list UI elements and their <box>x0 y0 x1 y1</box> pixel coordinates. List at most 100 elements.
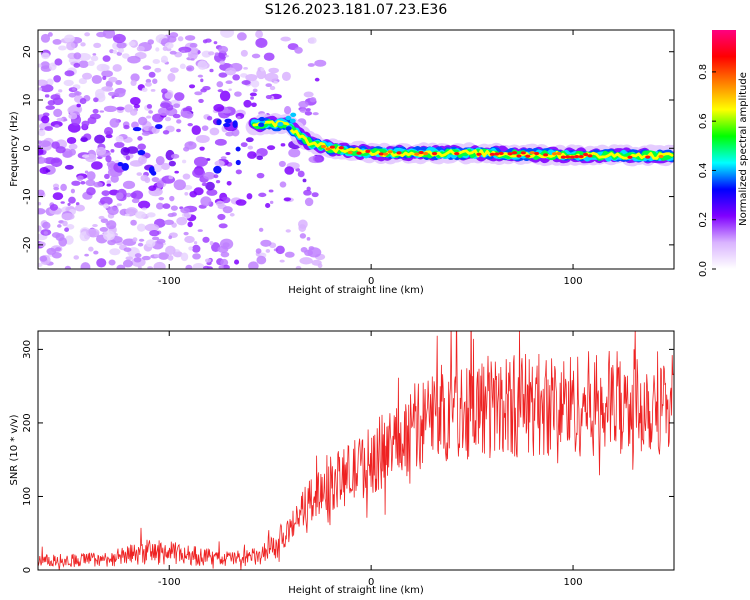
spectrogram-noise-blob <box>225 151 231 156</box>
spectrogram-noise-blob <box>81 120 90 127</box>
spectrogram-noise-blob <box>225 131 234 137</box>
spectrogram-ridge-peak <box>476 152 482 156</box>
spectrogram-noise-blob <box>195 134 210 144</box>
spectrogram-noise-blob <box>57 224 62 228</box>
spectrogram-ridge-peak <box>383 152 389 156</box>
spectrogram-noise-blob <box>145 78 152 84</box>
spectrogram-noise-blob <box>116 106 125 111</box>
spectrogram-noise-blob <box>234 91 242 97</box>
spectrogram-noise-blob <box>60 183 67 192</box>
spectrogram-ridge-peak <box>569 155 575 159</box>
spectrogram-noise-blob <box>172 113 181 119</box>
spectrogram-noise-blob <box>184 191 189 196</box>
spectrogram-noise-blob <box>112 33 126 44</box>
spectrogram-noise-blob <box>285 229 291 233</box>
spectrogram-noise-blob <box>46 78 54 86</box>
spectrogram-noise-blob <box>193 241 198 245</box>
spectrogram-noise-blob <box>147 266 152 269</box>
spectrogram-noise-blob <box>314 155 325 163</box>
spectrogram-noise-blob <box>130 79 137 87</box>
spectrogram-noise-blob <box>170 153 180 159</box>
spectrogram-noise-blob <box>248 261 259 269</box>
spectrogram-noise-blob <box>222 264 230 269</box>
spectrogram-noise-blob <box>109 248 121 256</box>
spectrogram-onset-blob <box>289 118 296 124</box>
spectrogram-ridge-band <box>252 120 674 160</box>
spectrogram-noise-blob <box>204 38 212 43</box>
spectrogram-onset-blob <box>285 115 292 121</box>
spectrogram-noise-blob <box>164 219 174 226</box>
spectrogram-noise-blob <box>43 231 48 235</box>
spectrogram-noise-blob <box>91 74 103 84</box>
spectrogram-noise-blob <box>180 110 193 118</box>
spectrogram-noise-blob <box>54 58 63 66</box>
spectrogram-noise-blob <box>265 94 272 100</box>
spectrogram-noise-blob <box>51 232 61 239</box>
spectrogram-frame <box>37 29 675 270</box>
snr-x-ticks: -100 0 100 <box>158 331 583 588</box>
spectrogram-noise-blob <box>192 54 198 60</box>
spectrogram-noise-blob <box>129 109 138 116</box>
spectrogram-noise-blob <box>265 83 272 88</box>
spectrogram-noise-blob <box>84 170 89 174</box>
spectrogram-noise-blob <box>255 37 268 48</box>
spectrogram-onset-blob <box>290 112 297 117</box>
spectrogram-noise-blob <box>135 211 146 219</box>
spectrogram-noise-blob <box>101 190 110 197</box>
spectrogram-noise-blob <box>283 197 292 202</box>
figure-title: S126.2023.181.07.23.E36 <box>265 2 448 18</box>
spectrogram-ridge-peak <box>658 154 664 159</box>
spectrogram-noise-blob <box>304 111 313 116</box>
spectrogram-noise-blob <box>144 176 151 184</box>
spectrogram-noise-blob <box>41 115 50 124</box>
spectrogram-noise-blob <box>71 180 81 186</box>
spectrogram-noise-blob <box>184 235 195 244</box>
spectrogram-x-tick-label: 0 <box>368 276 374 287</box>
spectrogram-noise-blob <box>142 65 152 70</box>
spectrogram-noise-blob <box>46 247 57 255</box>
spectrogram-noise-blob <box>265 249 271 253</box>
spectrogram-noise-blob <box>203 265 210 269</box>
spectrogram-noise-blob <box>219 90 231 102</box>
spectrogram-noise-blob <box>185 65 195 72</box>
spectrogram-noise-blob <box>215 179 221 184</box>
spectrogram-noise-blob <box>68 112 78 120</box>
spectrogram-noise-blob <box>108 91 117 96</box>
spectrogram-noise-blob <box>38 140 51 147</box>
spectrogram-noise-blob <box>138 238 145 242</box>
spectrogram-noise-blob <box>198 98 204 103</box>
spectrogram-noise-blob <box>278 160 286 167</box>
spectrogram-noise-blob <box>213 174 219 179</box>
spectrogram-noise-blob <box>61 212 75 221</box>
spectrogram-noise-blob <box>207 51 215 56</box>
spectrogram-noise-blob <box>256 155 264 160</box>
spectrogram-noise-blob <box>153 254 160 258</box>
spectrogram-noise-blob <box>67 202 71 206</box>
spectrogram-noise-blob <box>99 110 105 113</box>
spectrogram-noise-blob <box>102 30 116 39</box>
spectrogram-noise-blob <box>152 236 160 241</box>
colorbar-gradient <box>712 30 736 269</box>
spectrogram-noise-blob <box>259 252 265 256</box>
spectrogram-noise-blob <box>101 70 113 78</box>
spectrogram-noise-blob <box>167 254 174 261</box>
spectrogram-onset-blob <box>277 121 284 127</box>
spectrogram-noise-blob <box>155 47 160 52</box>
spectrogram-noise-blob <box>309 97 317 103</box>
spectrogram-noise-blob <box>258 227 264 232</box>
spectrogram-y-label: Frequency (Hz) <box>9 111 20 187</box>
spectrogram-ridge-peak <box>556 151 562 156</box>
spectrogram-noise-blob <box>38 202 42 206</box>
spectrogram-noise-blob <box>268 67 280 74</box>
spectrogram-noise-blob <box>137 136 143 141</box>
spectrogram-noise-blob <box>112 49 118 54</box>
spectrogram-noise-blob <box>93 181 103 188</box>
spectrogram-noise-blob <box>280 143 286 147</box>
spectrogram-noise-blob <box>122 259 133 268</box>
spectrogram-noise-blob <box>52 192 64 200</box>
spectrogram-noise-blob <box>155 202 164 210</box>
spectrogram-noise-blob <box>92 223 98 228</box>
spectrogram-noise-blob <box>202 236 210 243</box>
spectrogram-noise-blob <box>200 88 207 93</box>
